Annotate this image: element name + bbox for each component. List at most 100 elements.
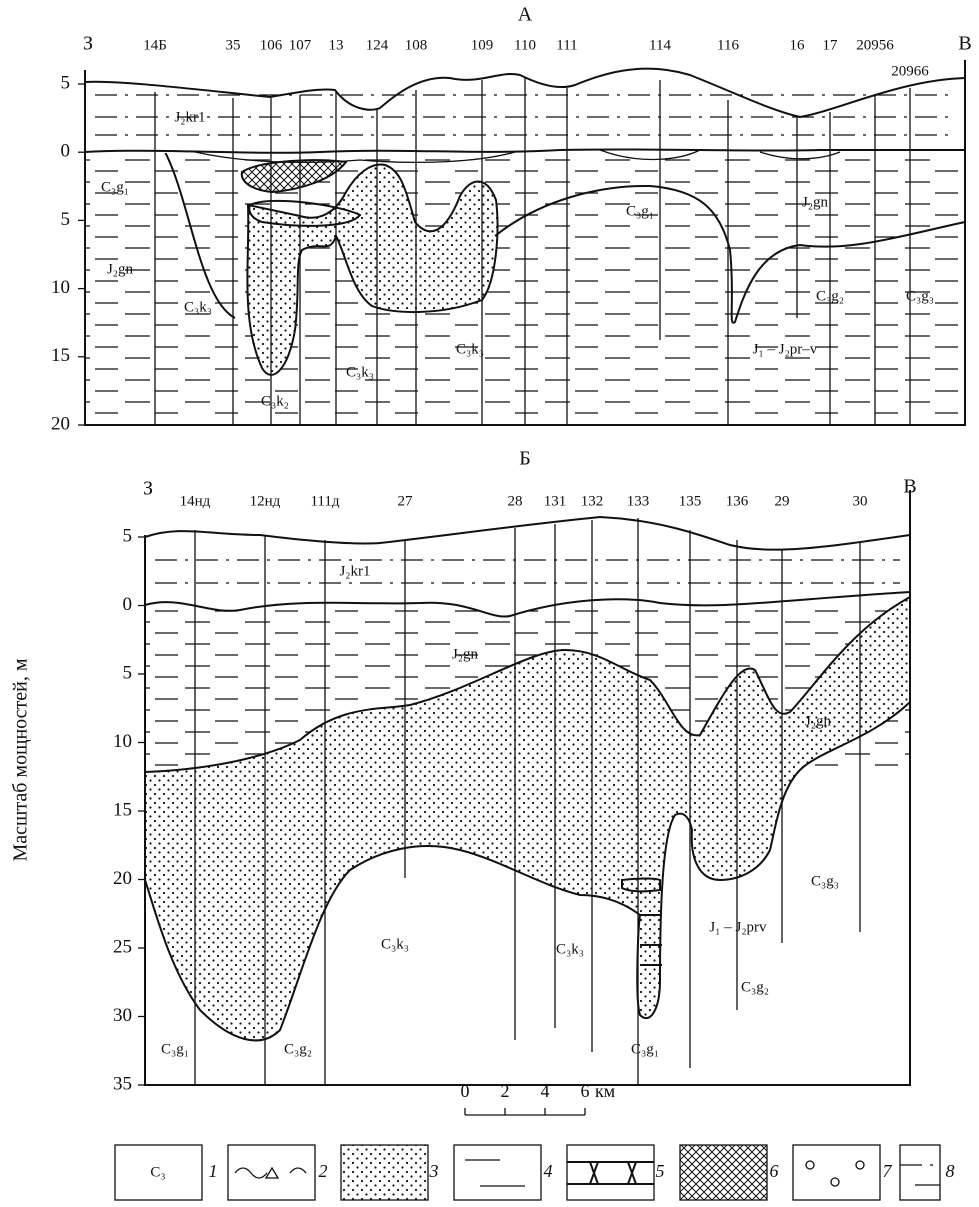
legend-symbol-label: C₃	[150, 1164, 165, 1180]
unit-label: C₃g₁	[631, 1041, 659, 1057]
unit-label: J₂kr1	[339, 563, 370, 579]
scale-unit: км	[595, 1081, 615, 1101]
legend-number: 3	[429, 1161, 439, 1181]
section-b	[145, 490, 910, 1085]
direction-label: З	[83, 33, 93, 55]
well-label: 116	[717, 37, 739, 53]
geological-sections: Масштаб мощностей, м А З В Б З В 14Б3510…	[0, 0, 979, 1207]
depth-tick-label: 15	[51, 345, 70, 366]
legend-number: 2	[319, 1161, 328, 1181]
well-label: 20966	[891, 63, 929, 79]
unit-label: C₃k₃	[381, 936, 409, 952]
well-label: 27	[398, 493, 414, 509]
unit-label: C₃k₃	[346, 364, 374, 380]
depth-tick-label: 25	[113, 936, 132, 957]
depth-tick-label: 0	[123, 594, 133, 615]
unit-label: C₃g₃	[811, 873, 839, 889]
unit-label: C₃k₃	[456, 341, 484, 357]
legend-symbol	[266, 1168, 278, 1178]
scale-label: 2	[501, 1081, 510, 1101]
well-label: 136	[726, 493, 749, 509]
legend-box	[228, 1145, 315, 1200]
unit-label: C₃g₁	[161, 1041, 189, 1057]
well-label: 12нд	[250, 493, 281, 509]
legend-number: 8	[946, 1161, 955, 1181]
upper-band	[145, 517, 910, 617]
well-label: 111	[556, 37, 577, 53]
depth-tick-label: 5	[61, 209, 71, 230]
legend-symbol	[567, 1162, 654, 1184]
scale-label: 6	[581, 1081, 590, 1101]
depth-tick-label: 10	[51, 277, 70, 298]
unit-label: J₂gn	[805, 713, 832, 729]
unit-label: C₃g₁	[626, 203, 654, 219]
well-label: 132	[581, 493, 604, 509]
section-title: А	[518, 4, 533, 26]
legend-symbol	[831, 1178, 839, 1186]
legend-number: 4	[544, 1161, 553, 1181]
depth-tick-label: 10	[113, 731, 132, 752]
depth-tick-label: 5	[61, 72, 71, 93]
legend-number: 7	[883, 1161, 893, 1181]
direction-label: В	[958, 33, 971, 55]
depth-tick-label: 20	[51, 413, 70, 434]
well-label: 106	[260, 37, 283, 53]
unit-label: C₃g₁	[101, 179, 129, 195]
legend-box	[793, 1145, 880, 1200]
legend	[115, 1108, 940, 1200]
unit-label: C₃k₃	[184, 299, 212, 315]
scale-label: 4	[541, 1081, 550, 1101]
unit-label: C₃g₃	[906, 288, 934, 304]
section-title: Б	[519, 448, 530, 470]
unit-label: J₁ – J₂pr–v	[753, 341, 818, 357]
unit-label: C₃k₂	[261, 393, 289, 409]
well-label: 30	[853, 493, 868, 509]
unit-label: C₃g₂	[816, 288, 844, 304]
legend-box	[680, 1145, 767, 1200]
scale-label: 0	[461, 1081, 470, 1101]
depth-tick-label: 20	[113, 868, 132, 889]
well-label: 131	[544, 493, 567, 509]
depth-tick-label: 30	[113, 1005, 132, 1026]
unit-label: J₂gn	[802, 194, 829, 210]
well-label: 111д	[310, 493, 339, 509]
well-label: 110	[514, 37, 536, 53]
legend-symbol	[465, 1160, 525, 1186]
depth-tick-label: 35	[113, 1073, 132, 1094]
well-label: 35	[226, 37, 241, 53]
well-label: 20956	[856, 37, 894, 53]
legend-box	[900, 1145, 940, 1200]
unit-label: J₁ – J₂prv	[709, 919, 767, 935]
well-label: 114	[649, 37, 671, 53]
legend-box	[341, 1145, 428, 1200]
unit-label: C₃g₂	[741, 979, 769, 995]
depth-tick-label: 15	[113, 799, 132, 820]
unit-label: C₃g₂	[284, 1041, 312, 1057]
direction-label: В	[903, 476, 916, 498]
direction-label: З	[143, 478, 153, 500]
legend-number: 5	[656, 1161, 665, 1181]
legend-box	[454, 1145, 541, 1200]
well-label: 16	[790, 37, 806, 53]
scale-bar	[465, 1108, 585, 1115]
legend-number: 1	[209, 1161, 218, 1181]
legend-symbol	[806, 1161, 814, 1169]
depth-tick-label: 0	[61, 141, 71, 162]
well-label: 14Б	[143, 37, 167, 53]
well-label: 107	[289, 37, 312, 53]
unit-label: J₂kr1	[174, 109, 205, 125]
well-label: 17	[823, 37, 839, 53]
well-label: 133	[627, 493, 650, 509]
depth-tick-label: 5	[123, 525, 133, 546]
well-label: 28	[508, 493, 523, 509]
well-label: 109	[471, 37, 494, 53]
unit-label: C₃k₃	[556, 941, 584, 957]
well-label: 14нд	[180, 493, 211, 509]
well-label: 108	[405, 37, 428, 53]
legend-symbol	[856, 1161, 864, 1169]
well-label: 135	[679, 493, 702, 509]
well-label: 29	[775, 493, 790, 509]
legend-box	[567, 1145, 654, 1200]
unit-label: J₂gn	[452, 646, 479, 662]
depth-tick-label: 5	[123, 662, 133, 683]
